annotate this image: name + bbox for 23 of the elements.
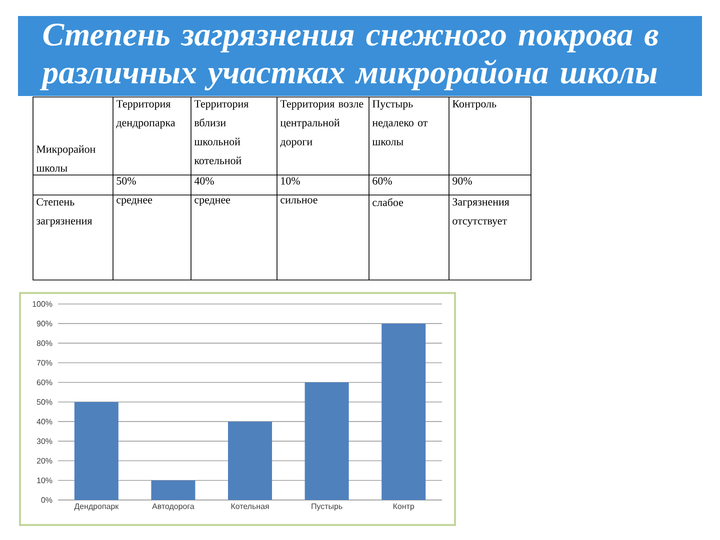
text: Загрязнения отсутствует — [452, 198, 510, 227]
text: 40% — [194, 177, 214, 185]
text: Микрорайон школы — [36, 145, 96, 172]
text: сильное — [280, 198, 318, 204]
category-label: Контроль — [452, 100, 496, 110]
text: Степень загрязнения снежного покрова в различных участках микрорайона школы — [40, 24, 658, 90]
bar — [304, 382, 349, 500]
text: 90% — [452, 177, 472, 185]
category-label: Территория возле центральной дороги — [280, 100, 364, 148]
bar — [228, 422, 272, 500]
text: Степень загрязнения — [36, 198, 92, 227]
text: 60% — [372, 177, 392, 185]
bar — [382, 324, 426, 500]
category-label: Территория вблизи школьной котельной — [194, 100, 248, 164]
text: 10% — [281, 177, 300, 185]
category-label: Территория дендропарка — [116, 100, 176, 129]
text: слабое — [372, 198, 404, 206]
text: среднее — [116, 198, 152, 206]
bar — [151, 480, 196, 500]
text: 50% — [116, 177, 136, 185]
bar — [74, 402, 118, 500]
category-label: Пустырь недалеко от школы — [372, 100, 428, 146]
text: среднее — [194, 198, 230, 206]
